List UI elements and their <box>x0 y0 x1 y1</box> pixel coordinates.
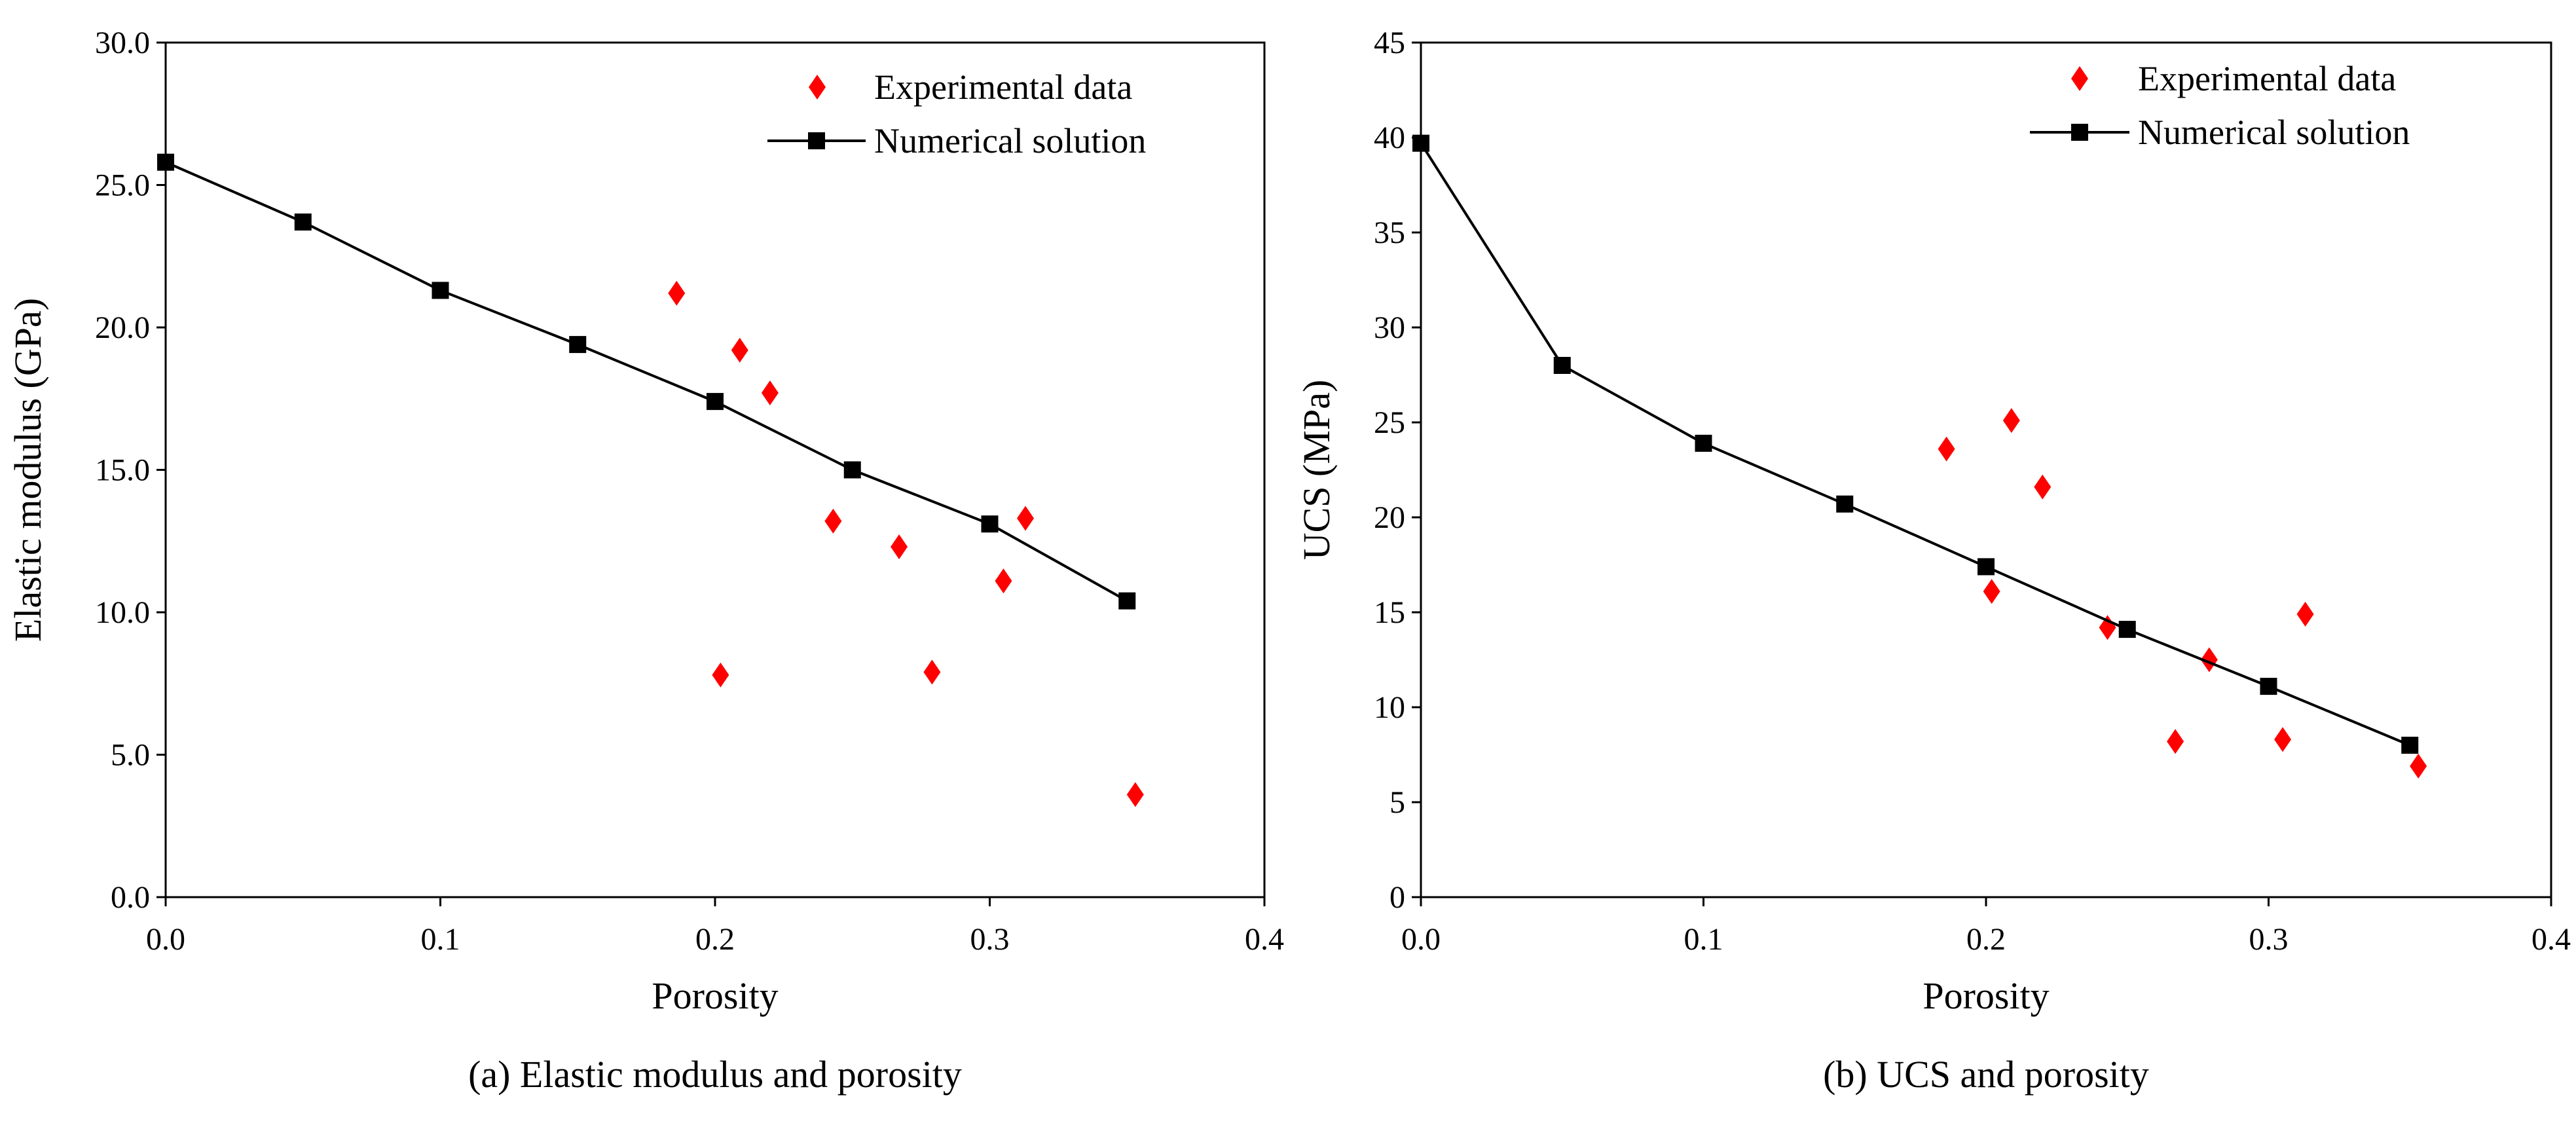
line-point <box>432 282 449 299</box>
scatter-point <box>2296 601 2314 627</box>
y-tick-label: 15 <box>1374 595 1405 630</box>
scatter-point <box>2274 727 2292 752</box>
chart-ucs: 0 5 10 15 20 25 30 35 40 45 0.0 0.1 0.2 0.3 0.4 Porosit… <box>1295 26 2571 1096</box>
legend-label-experimental: Experimental data <box>874 67 1132 107</box>
line-point <box>294 213 312 231</box>
scatter-point <box>731 337 748 363</box>
x-tick-label: 0.0 <box>1401 922 1441 957</box>
line-point <box>1836 495 1854 513</box>
scatter-point <box>995 568 1012 594</box>
y-tick-label: 10.0 <box>95 595 150 630</box>
x-axis-label: Porosity <box>652 974 778 1017</box>
legend-square-marker <box>808 132 825 149</box>
y-tick-label: 5.0 <box>111 738 150 773</box>
series-line <box>165 160 1128 602</box>
plot-frame <box>1420 41 2552 898</box>
y-tick-label: 30.0 <box>95 26 150 60</box>
x-axis-label: Porosity <box>1923 974 2049 1017</box>
y-tick-label: 0 <box>1389 880 1405 915</box>
line-point <box>1118 592 1136 610</box>
legend-diamond-marker <box>2071 66 2088 91</box>
line-point <box>707 393 724 411</box>
y-axis-label: UCS (MPa) <box>1295 380 1338 561</box>
legend-diamond-marker <box>809 75 826 100</box>
x-tick-label: 0.2 <box>695 922 735 957</box>
y-tick-label: 10 <box>1374 690 1405 725</box>
line-point <box>1553 357 1571 374</box>
x-tick-label: 0.2 <box>1966 922 2006 957</box>
y-tick-label: 30 <box>1374 310 1405 345</box>
series-line <box>1420 142 2411 747</box>
chart-elastic-modulus: 0.0 5.0 10.0 15.0 20.0 25.0 30.0 0.0 0.1 0.2 0.3 0.… <box>7 26 1284 1096</box>
y-tick-label: 40 <box>1374 120 1405 155</box>
legend-label-experimental: Experimental data <box>2138 59 2396 98</box>
legend-label-numerical: Numerical solution <box>874 121 1146 160</box>
legend: Experimental data Numerical solution <box>767 67 1146 160</box>
scatter-point <box>668 280 686 306</box>
y-tick-label: 0.0 <box>111 880 150 915</box>
legend-label-numerical: Numerical solution <box>2138 113 2410 152</box>
legend: Experimental data Numerical solution <box>2030 59 2410 152</box>
scatter-point <box>824 508 842 534</box>
x-tick-label: 0.3 <box>2249 922 2289 957</box>
scatter-point <box>891 534 908 559</box>
y-tick-label: 45 <box>1374 26 1405 60</box>
line-point <box>1978 558 1995 576</box>
line-point <box>1695 434 1712 452</box>
plot-frame <box>164 41 1266 898</box>
series-line <box>157 153 1136 610</box>
series-scatter <box>668 280 1144 807</box>
scatter-point <box>2410 753 2427 779</box>
y-tick-label: 25 <box>1374 405 1405 440</box>
line-point <box>2118 621 2136 638</box>
scatter-point <box>2002 408 2020 434</box>
scatter-point <box>761 380 779 406</box>
line-point <box>2401 737 2419 754</box>
figure-caption: (b) UCS and porosity <box>1823 1053 2149 1096</box>
scatter-point <box>1983 579 2000 604</box>
y-tick-label: 15.0 <box>95 453 150 488</box>
y-tick-label: 20 <box>1374 500 1405 535</box>
y-tick-label: 35 <box>1374 215 1405 250</box>
scatter-point <box>2034 474 2052 500</box>
figure-caption: (a) Elastic modulus and porosity <box>468 1053 962 1096</box>
y-tick-label: 25.0 <box>95 168 150 203</box>
line-point <box>569 336 587 354</box>
line-point <box>981 515 999 533</box>
y-axis-label: Elastic modulus (GPa) <box>7 298 49 642</box>
x-tick-label: 0.0 <box>146 922 185 957</box>
line-point <box>157 153 174 171</box>
y-tick-label: 20.0 <box>95 310 150 345</box>
scatter-point <box>712 662 729 688</box>
x-tick-label: 0.3 <box>970 922 1010 957</box>
line-point <box>2260 678 2277 695</box>
scatter-point <box>1938 436 1955 462</box>
x-tick-label: 0.1 <box>1684 922 1723 957</box>
x-tick-label: 0.1 <box>421 922 460 957</box>
line-point <box>1412 134 1429 152</box>
line-point <box>843 461 861 479</box>
series-scatter <box>1938 408 2427 779</box>
scatter-point <box>923 659 941 685</box>
legend-square-marker <box>2071 124 2088 141</box>
series-line <box>1412 134 2419 754</box>
x-tick-label: 0.4 <box>1245 922 1284 957</box>
x-tick-label: 0.4 <box>2531 922 2571 957</box>
scatter-point <box>1126 782 1144 807</box>
scatter-point <box>1017 506 1035 531</box>
scatter-point <box>2200 647 2218 673</box>
scatter-point <box>2167 729 2184 754</box>
y-tick-label: 5 <box>1389 785 1405 820</box>
